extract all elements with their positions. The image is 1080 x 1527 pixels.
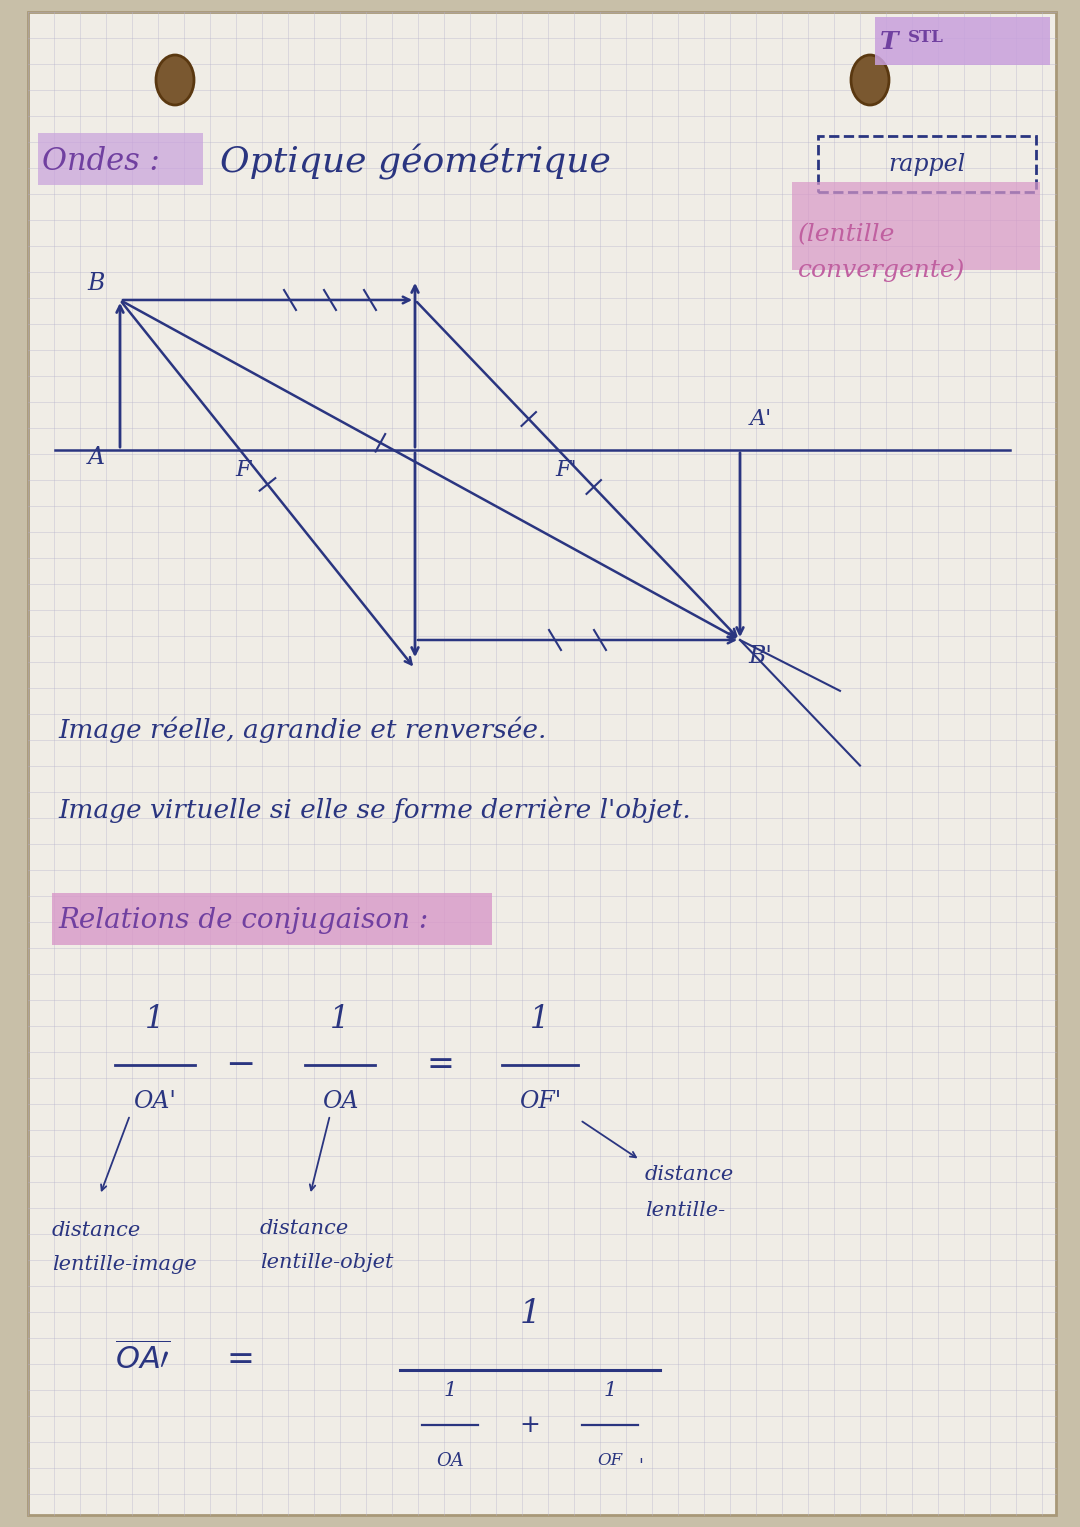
Text: (lentille: (lentille: [798, 223, 895, 246]
Text: 1: 1: [519, 1298, 541, 1330]
Bar: [818, 136, 1036, 192]
Text: B': B': [748, 644, 772, 667]
Text: F': F': [555, 460, 577, 481]
Text: STL: STL: [908, 29, 944, 46]
Text: F: F: [235, 460, 251, 481]
Text: +: +: [519, 1414, 540, 1437]
Text: convergente): convergente): [798, 258, 966, 282]
Text: OF': OF': [518, 1090, 562, 1113]
Text: Optique géométrique: Optique géométrique: [220, 144, 611, 180]
Text: −: −: [225, 1048, 255, 1083]
Ellipse shape: [851, 55, 889, 105]
Text: OA: OA: [322, 1090, 359, 1113]
Text: OF: OF: [597, 1452, 622, 1469]
Ellipse shape: [156, 55, 194, 105]
Text: Relations de conjugaison :: Relations de conjugaison :: [58, 907, 429, 933]
Text: 1: 1: [530, 1003, 550, 1035]
Text: $\overline{OA\prime}$: $\overline{OA\prime}$: [114, 1342, 171, 1377]
Bar: [52, 893, 492, 945]
Text: Image réelle, agrandie et renversée.: Image réelle, agrandie et renversée.: [58, 716, 546, 744]
Text: OA: OA: [436, 1452, 464, 1471]
Bar: [792, 182, 1040, 270]
Text: lentille-image: lentille-image: [52, 1255, 197, 1275]
Text: 1: 1: [146, 1003, 164, 1035]
Text: Image virtuelle si elle se forme derrière l'objet.: Image virtuelle si elle se forme derrièr…: [58, 797, 691, 823]
Text: lentille-: lentille-: [645, 1200, 725, 1220]
Text: distance: distance: [52, 1220, 141, 1240]
Text: 1: 1: [444, 1380, 457, 1400]
Text: A': A': [750, 408, 772, 431]
Text: Ondes :: Ondes :: [42, 147, 160, 177]
Text: distance: distance: [645, 1165, 734, 1185]
Text: 1: 1: [604, 1380, 617, 1400]
Text: 1: 1: [330, 1003, 350, 1035]
Text: A: A: [87, 446, 105, 469]
Text: OA': OA': [134, 1090, 176, 1113]
Text: distance: distance: [260, 1219, 349, 1237]
Text: lentille-objet: lentille-objet: [260, 1254, 393, 1272]
Text: B: B: [87, 272, 105, 295]
Text: ': ': [638, 1458, 643, 1477]
Text: =: =: [226, 1344, 254, 1376]
Text: T: T: [880, 31, 899, 53]
Bar: [38, 133, 203, 185]
Text: =: =: [427, 1049, 454, 1081]
Text: rappel: rappel: [889, 154, 966, 177]
Bar: [875, 17, 1050, 66]
